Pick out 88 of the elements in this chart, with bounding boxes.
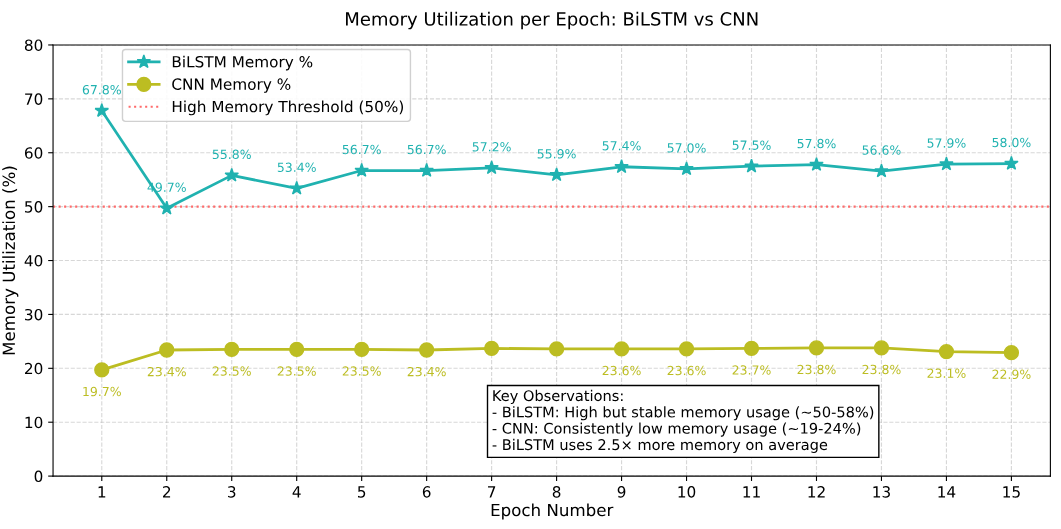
x-tick-label: 6	[422, 486, 431, 498]
data-label: 57.9%	[927, 138, 966, 148]
data-label: 23.5%	[342, 366, 381, 376]
point	[938, 343, 955, 360]
x-tick-label: 12	[808, 486, 825, 498]
x-tick-label: 1	[98, 486, 106, 498]
point	[549, 167, 564, 182]
y-tick-label: 70	[25, 93, 43, 105]
x-tick-label: 10	[678, 486, 696, 498]
chart-title: Memory Utilization per Epoch: BiLSTM vs CNN	[346, 11, 758, 30]
legend-label: High Memory Threshold (50%)	[172, 100, 404, 116]
point	[873, 340, 890, 356]
data-label: 23.8%	[797, 364, 836, 375]
point	[679, 161, 694, 176]
data-label: 67.8%	[82, 84, 121, 95]
point	[419, 342, 435, 358]
x-tick-label: 5	[357, 486, 366, 498]
x-tick-label: 9	[617, 486, 626, 498]
data-label: 57.4%	[602, 140, 641, 151]
point	[548, 341, 565, 357]
y-tick-label: 20	[25, 362, 43, 375]
point	[159, 342, 175, 358]
x-tick-label: 8	[552, 486, 561, 498]
point	[94, 103, 110, 118]
point	[354, 162, 369, 177]
data-label: 55.9%	[537, 149, 576, 159]
y-tick-label: 40	[24, 255, 43, 267]
data-label: 57.2%	[472, 142, 511, 152]
x-tick-label: 3	[228, 486, 236, 498]
point	[419, 162, 434, 177]
point	[224, 167, 240, 182]
data-label: 56.6%	[862, 145, 901, 155]
point	[224, 341, 240, 358]
point	[289, 341, 305, 358]
data-label: 56.7%	[342, 144, 381, 155]
data-label: 23.1%	[927, 368, 966, 378]
point	[1004, 155, 1019, 170]
legend-label: BiLSTM Memory %	[172, 55, 313, 71]
y-tick-label: 80	[24, 39, 43, 51]
data-label: 56.7%	[407, 144, 446, 155]
point	[94, 362, 110, 378]
x-axis-title: Epoch Number	[491, 503, 614, 520]
point	[874, 163, 889, 178]
data-label: 53.4%	[277, 162, 316, 173]
data-label: 57.0%	[667, 143, 706, 153]
point	[743, 340, 760, 357]
y-tick-label: 60	[24, 147, 43, 159]
x-tick-label: 14	[938, 486, 956, 498]
data-label: 55.8%	[212, 149, 251, 160]
x-tick-label: 11	[743, 486, 760, 498]
data-label: 23.5%	[212, 366, 251, 376]
data-label: 23.4%	[147, 366, 186, 377]
point	[939, 156, 954, 171]
data-label: 23.4%	[407, 366, 446, 377]
data-label: 23.7%	[732, 365, 771, 375]
point	[744, 158, 759, 173]
y-axis-title: Memory Utilization (%)	[2, 166, 19, 355]
data-label: 23.5%	[277, 366, 316, 376]
point	[484, 160, 499, 175]
data-label: 23.8%	[862, 364, 901, 375]
data-label: 23.6%	[667, 365, 706, 376]
y-tick-label: 50	[25, 201, 43, 213]
point	[613, 341, 630, 357]
data-label: 23.6%	[602, 365, 641, 376]
data-label: 22.9%	[992, 369, 1031, 380]
point	[354, 341, 370, 358]
data-label: 57.8%	[797, 138, 836, 149]
x-tick-label: 7	[488, 486, 496, 498]
point	[808, 340, 825, 356]
data-label: 19.7%	[83, 386, 121, 397]
point	[159, 200, 175, 215]
point	[614, 159, 629, 174]
x-tick-label: 4	[292, 486, 301, 498]
point	[1003, 345, 1020, 361]
point	[483, 340, 500, 357]
data-label: 57.5%	[732, 140, 771, 150]
y-tick-label: 10	[25, 416, 43, 429]
x-tick-label: 2	[163, 486, 171, 498]
x-tick-label: 15	[1003, 486, 1020, 498]
annotation: Key Observations: - BiLSTM: High but stable memory usage (~50-58%) - CNN: Consistently low memory usage (~19-24%) - BiLSTM uses 2.5× more memory on average	[492, 389, 874, 453]
legend-label: CNN Memory %	[172, 78, 291, 93]
y-tick-label: 0	[34, 470, 43, 483]
point	[289, 180, 304, 195]
data-label: 58.0%	[992, 137, 1031, 148]
point	[678, 341, 695, 357]
x-tick-label: 13	[873, 486, 890, 498]
y-tick-label: 30	[25, 308, 43, 321]
point	[809, 156, 824, 171]
